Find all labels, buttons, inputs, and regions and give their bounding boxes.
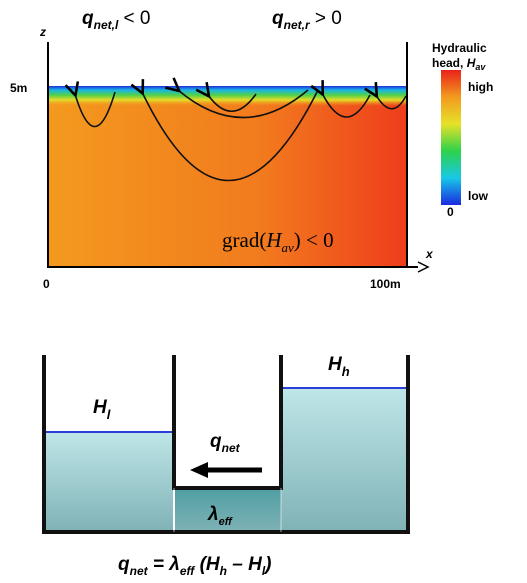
z-label: z (39, 25, 46, 39)
legend-title: head, Hav (432, 56, 486, 72)
bottom-panel: Hl Hh qnet λeff qnet = λeff (Hh – Hl) (44, 354, 408, 578)
gradient-label: grad(Hav) < 0 (222, 228, 334, 255)
z-top-label: 5m (10, 81, 27, 95)
legend-title: Hydraulic (432, 41, 487, 55)
q-right: qnet,r > 0 (272, 8, 342, 32)
x-arrow (418, 262, 428, 272)
x-label: x (425, 247, 434, 261)
x-start-label: 0 (43, 277, 50, 291)
equation: qnet = λeff (Hh – Hl) (118, 554, 272, 578)
top-panel: z x 5m 0 100m qnet,l < 0 qnet,r > 0 grad… (10, 8, 493, 291)
legend-low: low (468, 189, 489, 203)
x-end-label: 100m (370, 277, 401, 291)
high-reservoir (281, 388, 407, 532)
diagram: z x 5m 0 100m qnet,l < 0 qnet,r > 0 grad… (0, 0, 527, 583)
q-net: qnet (210, 431, 241, 455)
h-high: Hh (328, 354, 350, 379)
surface-band (48, 86, 408, 106)
low-reservoir (45, 432, 173, 532)
h-low: Hl (93, 397, 111, 422)
legend-high: high (468, 80, 493, 94)
q-left: qnet,l < 0 (82, 8, 151, 32)
flow-arrow-head (190, 462, 208, 478)
legend-zero: 0 (447, 205, 454, 219)
colorbar (441, 70, 461, 205)
